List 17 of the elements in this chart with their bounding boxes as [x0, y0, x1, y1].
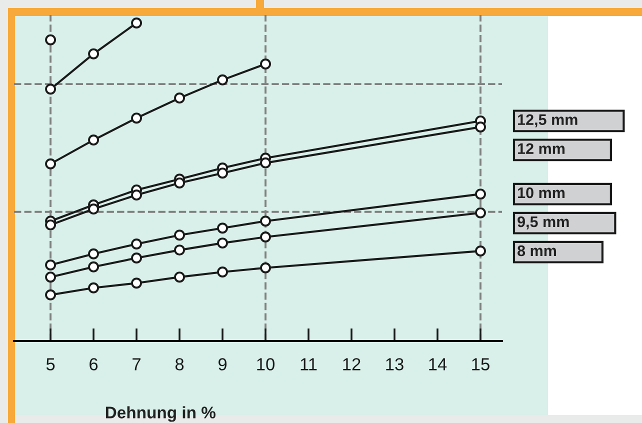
x-tick-label: 15 [472, 358, 490, 370]
x-tick-label: 12 [343, 358, 360, 370]
text: 12,5 mm [518, 114, 578, 128]
x-tick-label: 5 [46, 358, 55, 370]
x-tick-label: 9 [218, 358, 227, 370]
text: 8 mm [518, 245, 556, 256]
x-tick-label: 14 [429, 358, 447, 370]
x-tick-label: 6 [90, 358, 98, 370]
x-tick-label: 11 [300, 358, 317, 370]
text: 10 mm [518, 187, 565, 198]
x-tick-label: 10 [257, 358, 274, 370]
x-tick-label: 8 [175, 358, 184, 370]
text: 12 mm [518, 143, 565, 154]
x-tick-label: 7 [132, 358, 140, 370]
x-tick-label: 13 [386, 358, 404, 370]
text: 9,5 mm [518, 216, 569, 230]
x-axis-title: Dehnung in % [106, 406, 216, 422]
